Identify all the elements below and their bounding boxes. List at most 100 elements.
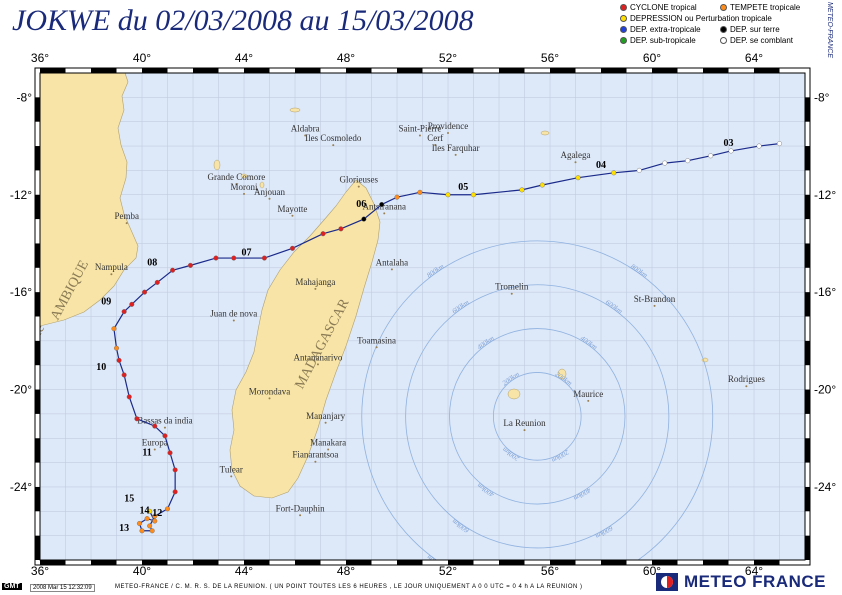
frame-segment [193, 68, 219, 73]
place-marker [235, 183, 238, 186]
frame-segment [550, 68, 576, 73]
legend-label: DEP. se comblant [730, 36, 793, 45]
place-marker [653, 304, 656, 307]
place-marker [230, 475, 233, 478]
place-marker [324, 421, 327, 424]
day-label: 07 [242, 248, 252, 259]
lon-tick-top: 60° [643, 51, 661, 65]
frame-segment [35, 389, 40, 414]
day-label: 13 [119, 523, 129, 534]
day-label: 09 [101, 296, 111, 307]
legend-swatch [620, 26, 627, 34]
track-point [756, 143, 762, 149]
place-marker [574, 161, 577, 164]
frame-segment [601, 68, 627, 73]
track-point [149, 528, 155, 534]
legend-item: CYCLONE tropical [620, 3, 697, 12]
place-marker [327, 448, 330, 451]
lon-tick-top: 40° [133, 51, 151, 65]
track-point [662, 160, 668, 166]
frame-segment [142, 68, 168, 73]
place-label: Antananarivo [293, 352, 342, 362]
lat-tick-right: -16° [814, 285, 836, 299]
grande-comore-island [213, 159, 221, 171]
day-label: 15 [124, 494, 134, 505]
frame-segment [499, 560, 525, 565]
frame-segment [499, 68, 525, 73]
place-marker [357, 185, 360, 188]
lon-tick-bottom: 36° [31, 564, 49, 578]
frame-segment [601, 560, 627, 565]
place-label: Manakara [310, 438, 346, 448]
place-marker [232, 319, 235, 322]
place-marker [314, 460, 317, 463]
track-point [111, 326, 117, 332]
legend-item: DEP. sub-tropicale [620, 36, 696, 45]
frame-segment [805, 146, 810, 171]
legend-swatch [620, 4, 627, 12]
track-point [728, 148, 734, 154]
track-point [539, 182, 545, 188]
track-point [139, 528, 145, 534]
lon-tick-top: 64° [745, 51, 763, 65]
day-label: 03 [724, 138, 734, 149]
legend-label: TEMPETE tropicale [730, 3, 801, 12]
lat-tick-right: -12° [814, 188, 836, 202]
frame-segment [703, 560, 729, 565]
track-point [187, 262, 193, 268]
place-label: Cerf [427, 133, 443, 143]
frame-segment [35, 486, 40, 512]
frame-segment [652, 560, 678, 565]
place-marker [291, 214, 294, 217]
track-point [708, 153, 714, 159]
track-point [636, 167, 642, 173]
legend-label: DEP. sur terre [730, 25, 780, 34]
place-marker [304, 134, 307, 137]
frame-segment [805, 243, 810, 268]
frame-segment [805, 535, 810, 560]
frame-segment [35, 146, 40, 171]
lon-tick-bottom: 40° [133, 564, 151, 578]
frame-segment [805, 438, 810, 463]
day-label: 08 [147, 257, 157, 268]
frame-segment [35, 292, 40, 317]
place-marker [587, 399, 590, 402]
place-label: Nampula [95, 262, 128, 272]
frame-segment [35, 438, 40, 463]
place-marker [454, 153, 457, 156]
track-point [121, 372, 127, 378]
place-marker [375, 346, 378, 349]
footer-credit: METEO-FRANCE / C. M. R. S. DE LA REUNION… [115, 584, 583, 590]
frame-segment [805, 194, 810, 220]
place-label: Bassas da india [137, 416, 193, 426]
frame-segment [805, 292, 810, 317]
legend-swatch [620, 15, 627, 23]
place-label: Mananjary [306, 411, 345, 421]
track-point [147, 508, 153, 514]
track-point [379, 201, 385, 207]
legend-swatch [720, 26, 727, 34]
place-marker [268, 197, 271, 200]
frame-segment [448, 68, 474, 73]
frame-segment [346, 68, 372, 73]
place-label: Pemba [114, 211, 139, 221]
track-point [611, 170, 617, 176]
track-point [361, 216, 367, 222]
place-marker [390, 268, 393, 271]
place-label: St-Brandon [634, 294, 676, 304]
place-label: Agalega [561, 150, 591, 160]
lon-tick-bottom: 64° [745, 564, 763, 578]
lat-tick-left: -12° [10, 188, 32, 202]
day-label: 12 [152, 508, 162, 519]
track-point [144, 516, 150, 522]
map-title: JOKWE du 02/03/2008 au 15/03/2008 [12, 4, 474, 37]
map-frame [34, 67, 811, 566]
frame-segment [397, 560, 423, 565]
aldabra-island [289, 107, 301, 113]
day-label: 14 [140, 506, 150, 517]
lon-tick-top: 44° [235, 51, 253, 65]
lon-tick-bottom: 52° [439, 564, 457, 578]
distance-ring [492, 372, 582, 461]
track-point [261, 255, 267, 261]
track-point [777, 141, 783, 147]
